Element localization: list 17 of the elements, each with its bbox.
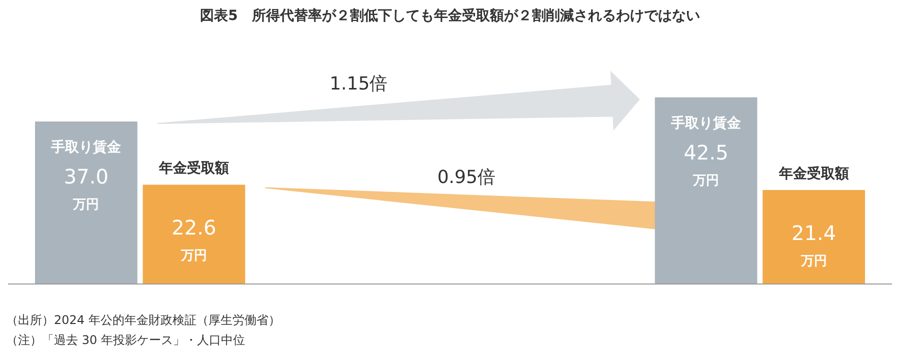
chart-title: 図表5 所得代替率が２割低下しても年金受取額が２割削減されるわけではない bbox=[200, 7, 700, 24]
text: 1.15倍 bbox=[330, 73, 388, 94]
bar bbox=[142, 184, 246, 284]
data-label: 37.0 万円 bbox=[64, 164, 108, 212]
series-label: 年金受取額 bbox=[158, 160, 229, 177]
data-label: 22.6 万円 bbox=[172, 216, 216, 264]
bar bbox=[762, 190, 865, 284]
data-label: 21.4 万円 bbox=[792, 221, 836, 270]
annotation: 0.95倍 bbox=[437, 166, 496, 188]
text: （注）「過去 30 年投影ケース」・人口中位 bbox=[6, 333, 245, 347]
series-label: 手取り賃金 bbox=[670, 114, 742, 132]
text: 手取り賃金 bbox=[51, 139, 122, 156]
text: 年金受取額 bbox=[778, 166, 849, 182]
bar bbox=[35, 121, 138, 284]
text: （出所）2024 年公的年金財政検証（厚生労働省） bbox=[6, 313, 280, 327]
data-label: 42.5 万円 bbox=[684, 140, 728, 188]
bar bbox=[654, 97, 758, 284]
